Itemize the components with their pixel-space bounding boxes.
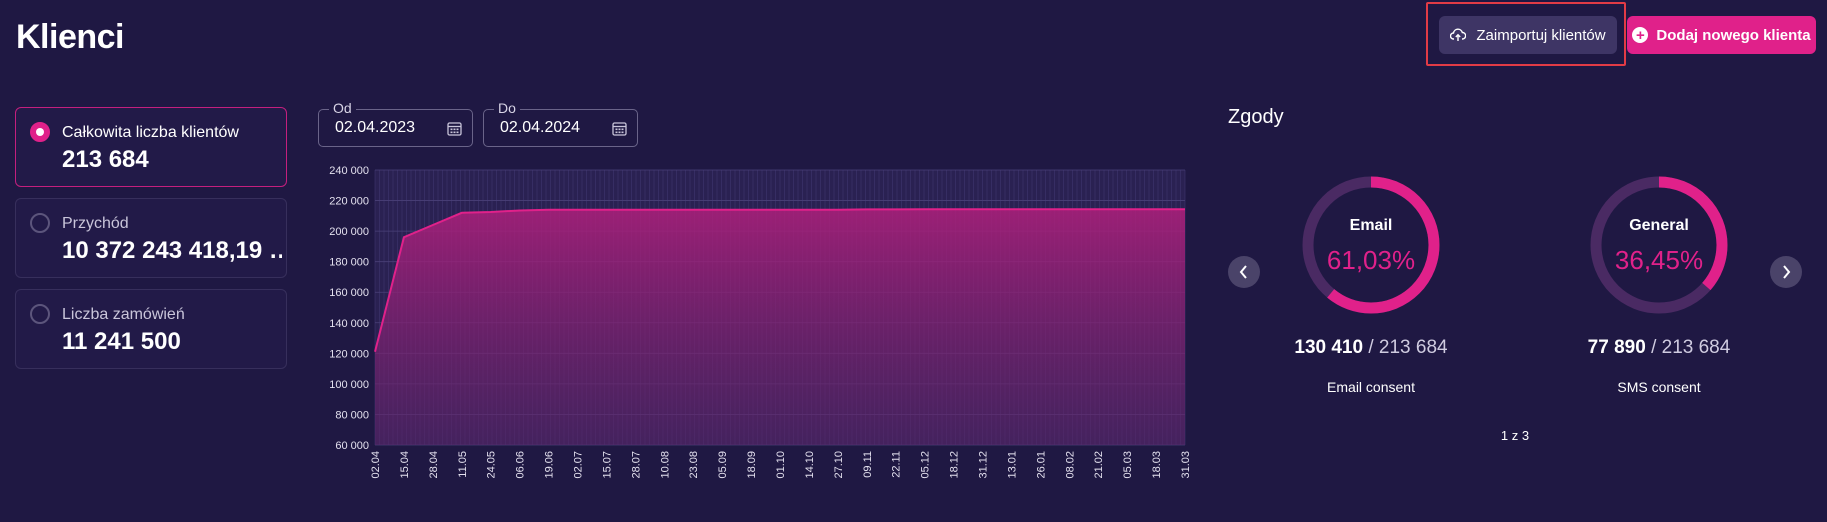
consents-title: Zgody bbox=[1228, 106, 1284, 128]
metric-value: 11 241 500 bbox=[62, 328, 181, 355]
x-tick-label: 05.03 bbox=[1122, 451, 1134, 479]
clients-area-chart: 60 000 80 000 100 000 120 000 140 000 160 000… bbox=[329, 165, 1192, 479]
add-client-label: Dodaj nowego klienta bbox=[1656, 26, 1811, 44]
consent-card-email: Email 61,03% 130 410 / 213 684 Email con… bbox=[1221, 175, 1521, 405]
x-tick-label: 18.12 bbox=[949, 451, 961, 479]
x-tick-label: 15.07 bbox=[601, 451, 613, 479]
chevron-left-icon bbox=[1239, 265, 1247, 279]
consent-name: General bbox=[1629, 217, 1689, 234]
y-tick-label: 140 000 bbox=[329, 318, 369, 330]
x-tick-label: 05.12 bbox=[920, 451, 932, 479]
metric-label: Przychód bbox=[62, 215, 129, 232]
import-button-highlight bbox=[1426, 2, 1626, 66]
y-tick-label: 100 000 bbox=[329, 379, 369, 391]
plus-circle-icon: + bbox=[1632, 27, 1649, 43]
metric-value: 213 684 bbox=[62, 146, 149, 173]
x-tick-label: 15.04 bbox=[399, 451, 411, 479]
metric-card-revenue[interactable]: Przychód 10 372 243 418,19 … bbox=[15, 198, 287, 278]
x-tick-label: 23.08 bbox=[688, 451, 700, 479]
consent-donut-email bbox=[1302, 176, 1440, 314]
x-tick-label: 26.01 bbox=[1035, 451, 1047, 479]
x-tick-label: 11.05 bbox=[457, 451, 469, 478]
x-tick-label: 21.02 bbox=[1093, 451, 1105, 479]
radio-total-clients[interactable] bbox=[30, 122, 50, 142]
consent-card-general: General 36,45% 77 890 / 213 684 SMS cons… bbox=[1509, 175, 1809, 405]
chevron-right-icon bbox=[1783, 265, 1791, 279]
series-area bbox=[375, 209, 1185, 445]
x-tick-label: 14.10 bbox=[804, 451, 816, 479]
consent-count-total: / 213 684 bbox=[1651, 337, 1731, 358]
x-tick-label: 19.06 bbox=[544, 451, 556, 479]
y-tick-label: 120 000 bbox=[329, 348, 369, 360]
carousel-next-button[interactable] bbox=[1770, 256, 1802, 288]
carousel-prev-button[interactable] bbox=[1228, 256, 1260, 288]
x-tick-label: 27.10 bbox=[833, 451, 845, 479]
page-title: Klienci bbox=[16, 18, 124, 56]
x-tick-label: 31.03 bbox=[1180, 451, 1192, 479]
y-tick-label: 180 000 bbox=[329, 257, 369, 269]
radio-revenue[interactable] bbox=[30, 213, 50, 233]
date-from-label: Od bbox=[329, 100, 356, 116]
consent-label: Email consent bbox=[1327, 379, 1415, 395]
metric-label: Liczba zamówień bbox=[62, 306, 185, 323]
x-tick-label: 18.09 bbox=[746, 451, 758, 479]
date-from-value[interactable]: 02.04.2023 bbox=[335, 119, 416, 136]
y-tick-label: 220 000 bbox=[329, 196, 369, 208]
consent-count: 77 890 / 213 684 bbox=[1509, 337, 1809, 359]
y-tick-label: 80 000 bbox=[335, 409, 369, 421]
import-clients-label: Zaimportuj klientów bbox=[1476, 26, 1606, 44]
x-tick-label: 09.11 bbox=[862, 451, 874, 478]
consent-arc-email bbox=[1302, 176, 1440, 314]
consent-count-value: 130 410 bbox=[1294, 337, 1364, 358]
metric-card-orders[interactable]: Liczba zamówień 11 241 500 bbox=[15, 289, 287, 369]
x-tick-label: 10.08 bbox=[659, 451, 671, 479]
date-to-label: Do bbox=[494, 100, 520, 116]
x-tick-label: 08.02 bbox=[1064, 451, 1076, 479]
calendar-icon[interactable] bbox=[612, 121, 627, 136]
consent-donut-general bbox=[1590, 176, 1728, 314]
radio-orders[interactable] bbox=[30, 304, 50, 324]
consent-percent: 36,45% bbox=[1614, 245, 1704, 275]
consent-name: Email bbox=[1349, 217, 1393, 234]
consent-count-total: / 213 684 bbox=[1368, 337, 1448, 358]
y-tick-label: 60 000 bbox=[335, 440, 369, 452]
date-to-value[interactable]: 02.04.2024 bbox=[500, 119, 581, 136]
carousel-pager: 1 z 3 bbox=[1500, 428, 1530, 443]
add-client-button[interactable]: + Dodaj nowego klienta bbox=[1627, 16, 1816, 54]
x-tick-label: 01.10 bbox=[775, 451, 787, 479]
y-tick-label: 200 000 bbox=[329, 226, 369, 238]
metric-card-total-clients[interactable]: Całkowita liczba klientów 213 684 bbox=[15, 107, 287, 187]
date-to-field[interactable]: Do 02.04.2024 bbox=[483, 100, 638, 147]
consent-percent: 61,03% bbox=[1326, 245, 1416, 275]
y-tick-label: 240 000 bbox=[329, 165, 369, 177]
date-from-field[interactable]: Od 02.04.2023 bbox=[318, 100, 473, 147]
y-tick-label: 160 000 bbox=[329, 287, 369, 299]
x-tick-label: 22.11 bbox=[891, 451, 903, 478]
x-tick-label: 18.03 bbox=[1151, 451, 1163, 479]
consent-count-value: 77 890 bbox=[1587, 337, 1646, 358]
consent-arc-general bbox=[1590, 176, 1728, 314]
x-tick-label: 06.06 bbox=[515, 451, 527, 479]
x-tick-label: 02.04 bbox=[370, 451, 382, 479]
x-tick-label: 05.09 bbox=[717, 451, 729, 479]
calendar-icon[interactable] bbox=[447, 121, 462, 136]
x-tick-label: 24.05 bbox=[486, 451, 498, 479]
x-tick-label: 28.04 bbox=[428, 451, 440, 479]
consent-count: 130 410 / 213 684 bbox=[1221, 337, 1521, 359]
metric-value: 10 372 243 418,19 … bbox=[62, 237, 282, 264]
import-clients-button[interactable]: Zaimportuj klientów bbox=[1439, 16, 1617, 54]
series-line bbox=[374, 208, 1185, 353]
metric-label: Całkowita liczba klientów bbox=[62, 124, 239, 141]
x-tick-label: 02.07 bbox=[573, 451, 585, 479]
x-tick-label: 13.01 bbox=[1006, 451, 1018, 479]
consent-label: SMS consent bbox=[1617, 379, 1701, 395]
cloud-upload-icon bbox=[1450, 28, 1467, 41]
x-tick-label: 31.12 bbox=[978, 451, 990, 479]
x-tick-label: 28.07 bbox=[630, 451, 642, 479]
